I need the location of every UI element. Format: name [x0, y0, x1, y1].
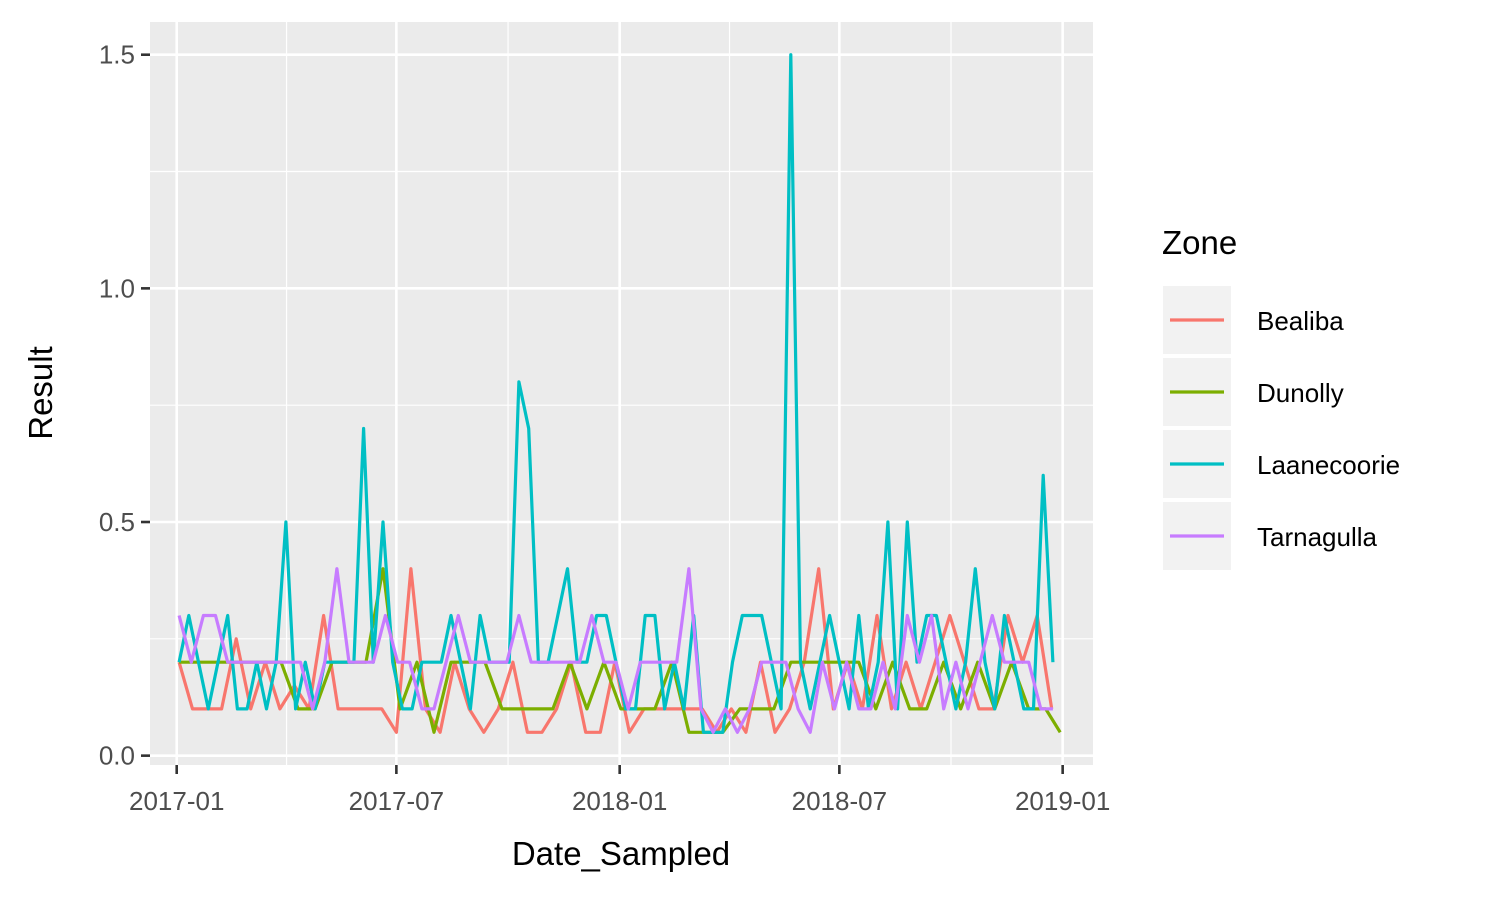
legend-title: Zone — [1162, 224, 1237, 261]
x-axis-title: Date_Sampled — [512, 835, 730, 872]
legend-label-tarnagulla: Tarnagulla — [1257, 522, 1378, 552]
series-line-dunolly — [179, 567, 1062, 734]
y-tick-label: 1.5 — [99, 40, 135, 70]
legend-label-bealiba: Bealiba — [1257, 306, 1344, 336]
y-tick-label: 0.0 — [99, 741, 135, 771]
x-tick-label: 2017-07 — [349, 786, 444, 816]
legend-keys: Bealiba Dunolly Laanecoorie Tarnagulla — [1163, 286, 1400, 570]
x-tick-label: 2019-01 — [1015, 786, 1110, 816]
x-tick-label: 2018-07 — [792, 786, 887, 816]
y-tick-label: 0.5 — [99, 507, 135, 537]
minor-gridlines — [150, 22, 1093, 765]
series-layer — [177, 53, 1062, 734]
axis-ticks: 0.0 0.5 1.0 1.5 2017-01 2017-07 2018-01 2018-07… — [99, 40, 1111, 816]
y-tick-label: 1.0 — [99, 273, 135, 303]
x-tick-label: 2017-01 — [129, 786, 224, 816]
series-line-tarnagulla — [177, 567, 1053, 734]
legend: Zone Bealiba Dunolly Laanecoorie Tarnagulla — [1162, 224, 1400, 570]
y-axis-title: Result — [22, 346, 59, 440]
legend-label-laanecoorie: Laanecoorie — [1257, 450, 1400, 480]
x-tick-label: 2018-01 — [572, 786, 667, 816]
major-gridlines — [150, 22, 1093, 765]
legend-label-dunolly: Dunolly — [1257, 378, 1344, 408]
